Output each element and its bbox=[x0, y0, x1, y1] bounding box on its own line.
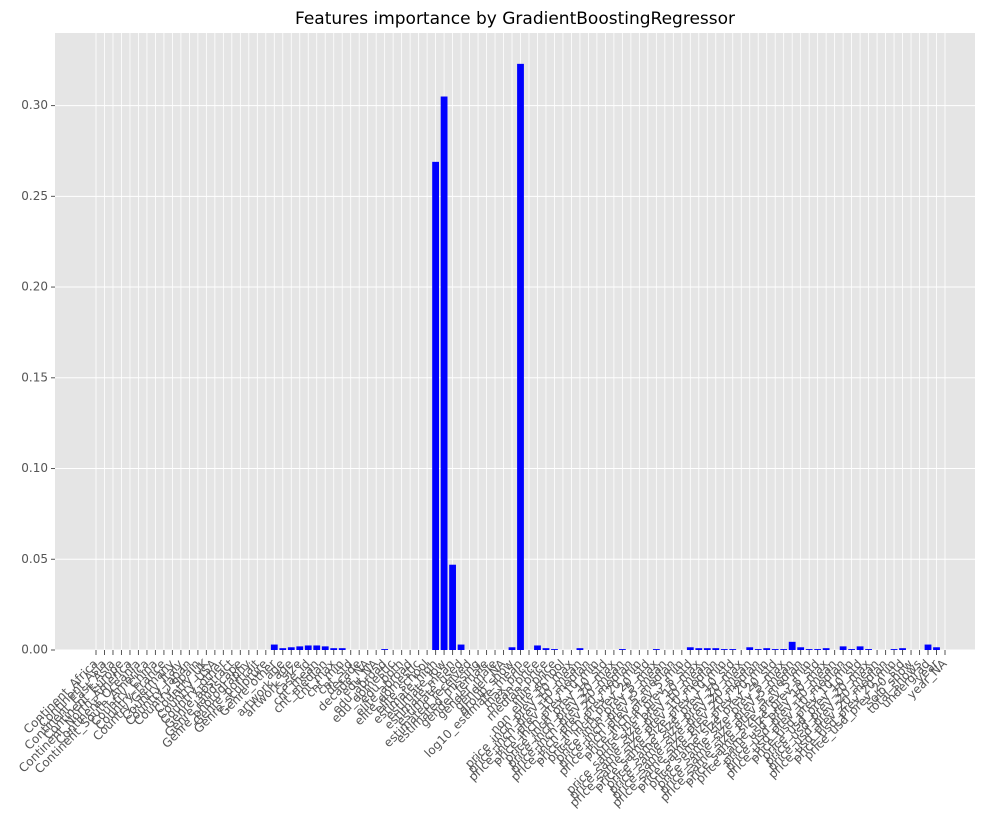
bar bbox=[304, 645, 312, 650]
bar bbox=[542, 648, 550, 650]
bar bbox=[839, 646, 847, 650]
bar bbox=[856, 646, 864, 650]
bar bbox=[287, 647, 295, 650]
bar bbox=[338, 648, 346, 650]
bar bbox=[381, 649, 389, 650]
bar bbox=[534, 645, 541, 650]
bar bbox=[330, 648, 338, 650]
bar bbox=[703, 648, 711, 650]
bar bbox=[890, 649, 898, 650]
y-tick-label: 0.00 bbox=[21, 643, 48, 657]
y-tick-label: 0.15 bbox=[21, 370, 48, 384]
bar bbox=[848, 649, 856, 650]
bar bbox=[763, 648, 771, 650]
bar bbox=[695, 648, 703, 650]
bar bbox=[551, 649, 558, 650]
bar bbox=[729, 649, 737, 650]
bar bbox=[788, 641, 796, 650]
bar bbox=[686, 647, 694, 650]
bar bbox=[321, 646, 329, 650]
bar bbox=[279, 648, 287, 650]
bar bbox=[517, 63, 524, 651]
bar bbox=[449, 564, 456, 650]
bar bbox=[822, 648, 830, 650]
y-tick-label: 0.25 bbox=[21, 189, 48, 203]
bar bbox=[313, 645, 321, 650]
bar bbox=[652, 649, 660, 650]
bar bbox=[924, 644, 932, 650]
y-tick-label: 0.05 bbox=[21, 552, 48, 566]
bar bbox=[805, 649, 813, 650]
bar bbox=[814, 649, 822, 650]
plot-area bbox=[55, 33, 975, 650]
bar bbox=[296, 646, 304, 650]
bar bbox=[754, 649, 762, 650]
bar bbox=[508, 647, 516, 650]
chart-title: Features importance by GradientBoostingR… bbox=[295, 9, 735, 29]
bar bbox=[771, 649, 779, 650]
bar bbox=[576, 648, 584, 650]
bar bbox=[780, 649, 788, 650]
y-tick-label: 0.10 bbox=[21, 461, 48, 475]
y-tick-label: 0.20 bbox=[21, 280, 48, 294]
bar bbox=[440, 96, 448, 650]
bar bbox=[720, 649, 728, 650]
bar bbox=[746, 647, 754, 650]
bar bbox=[457, 644, 465, 650]
bar bbox=[933, 647, 940, 650]
bar bbox=[270, 644, 278, 650]
bar bbox=[712, 648, 720, 650]
y-tick-label: 0.30 bbox=[21, 98, 48, 112]
bar bbox=[432, 161, 439, 650]
bar bbox=[618, 649, 626, 650]
bar bbox=[797, 647, 805, 650]
bar bbox=[899, 648, 906, 650]
bar bbox=[865, 649, 872, 650]
